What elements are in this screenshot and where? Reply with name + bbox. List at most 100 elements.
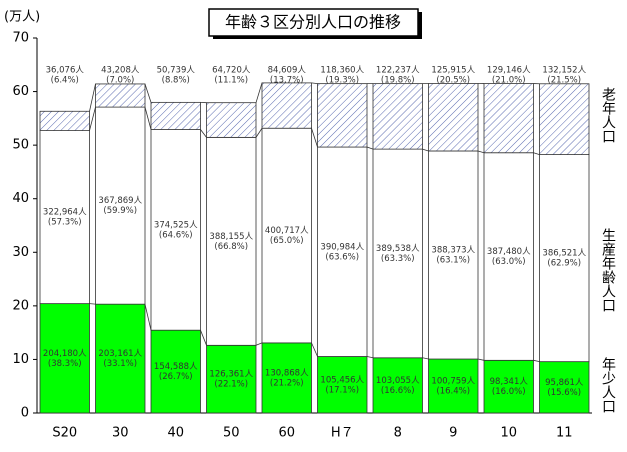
bar-segment	[483, 359, 534, 414]
value-label: 84,609人	[268, 66, 307, 76]
y-tick-label: 70	[12, 31, 29, 46]
connector	[200, 330, 207, 346]
connector	[311, 128, 318, 148]
y-axis-label: (万人)	[4, 10, 40, 25]
legend-label: 生産年齢人口	[600, 228, 616, 312]
value-label: 386,521人	[542, 249, 586, 259]
x-tick-label: 30	[112, 426, 129, 441]
share-label: (62.9%)	[547, 259, 581, 269]
y-tick-label: 10	[12, 352, 29, 367]
value-label: 322,964人	[43, 208, 87, 218]
share-label: (21.0%)	[492, 76, 526, 86]
connector	[477, 358, 485, 361]
value-label: 154,588人	[154, 362, 198, 372]
share-label: (19.8%)	[381, 76, 415, 86]
share-label: (8.8%)	[162, 76, 190, 86]
bar-segment	[150, 129, 201, 331]
bar-segment	[95, 303, 146, 414]
value-label: 389,538人	[376, 244, 420, 254]
chart-title: 年齢３区分別人口の推移	[225, 13, 401, 32]
bar-segment	[372, 83, 423, 150]
value-label: 374,525人	[154, 220, 198, 230]
value-label: 132,152人	[542, 66, 586, 76]
connector	[89, 83, 96, 112]
share-label: (16.4%)	[436, 387, 470, 397]
x-tick-label: 9	[449, 426, 457, 441]
share-label: (63.0%)	[492, 257, 526, 267]
share-label: (26.7%)	[159, 372, 193, 382]
legend-label: 年少人口	[600, 357, 616, 413]
x-tick-label: 40	[167, 426, 184, 441]
value-label: 98,341人	[490, 377, 529, 387]
bar-segment	[150, 101, 201, 130]
value-label: 388,155人	[209, 232, 253, 242]
share-label: (16.6%)	[381, 386, 415, 396]
share-label: (17.1%)	[325, 385, 359, 395]
bar-segment	[372, 357, 423, 414]
connector	[533, 152, 540, 155]
value-label: 118,360人	[320, 66, 364, 76]
value-label: 126,361人	[209, 370, 253, 380]
share-label: (11.1%)	[214, 76, 248, 86]
x-tick-label: S20	[52, 426, 77, 441]
bar-segment	[39, 110, 90, 132]
legend-label: 老年人口	[600, 87, 616, 143]
share-label: (63.6%)	[325, 252, 359, 262]
value-label: 204,180人	[43, 349, 87, 359]
value-label: 367,869人	[98, 196, 142, 206]
share-label: (20.5%)	[436, 76, 470, 86]
connector	[311, 342, 318, 357]
x-tick-label: 11	[556, 426, 573, 441]
bar-segment	[483, 83, 534, 154]
bar-segment	[95, 83, 146, 108]
y-tick-label: 40	[12, 191, 29, 206]
bar-segment	[95, 106, 146, 305]
share-label: (65.0%)	[270, 236, 304, 246]
connector	[255, 128, 263, 138]
bar-segment	[372, 148, 423, 359]
share-label: (21.5%)	[547, 76, 581, 86]
title-box	[208, 8, 419, 37]
value-label: 103,055人	[376, 376, 420, 386]
connector	[144, 83, 152, 103]
connector	[89, 303, 96, 305]
connector	[144, 106, 152, 130]
bar-segment	[428, 150, 479, 360]
value-label: 100,759人	[431, 377, 475, 387]
share-label: (66.8%)	[214, 242, 248, 252]
value-label: 203,161人	[98, 349, 142, 359]
connector	[477, 150, 485, 154]
connector	[255, 342, 263, 346]
share-label: (63.3%)	[381, 254, 415, 264]
bar-segment	[539, 83, 590, 155]
x-tick-label: 8	[394, 426, 402, 441]
connector	[255, 82, 263, 103]
y-tick-label: 50	[12, 138, 29, 153]
share-label: (59.9%)	[103, 206, 137, 216]
bar-segment	[206, 102, 257, 138]
share-label: (16.0%)	[492, 387, 526, 397]
share-label: (38.3%)	[48, 359, 82, 369]
value-label: 36,076人	[46, 66, 85, 76]
share-label: (19.3%)	[325, 76, 359, 86]
share-label: (22.1%)	[214, 380, 248, 390]
value-label: 122,237人	[376, 66, 420, 76]
share-label: (7.0%)	[106, 76, 134, 86]
value-label: 105,456人	[320, 375, 364, 385]
share-label: (63.1%)	[436, 255, 470, 265]
value-label: 129,146人	[487, 66, 531, 76]
share-label: (57.3%)	[48, 218, 82, 228]
bar-segment	[39, 130, 90, 305]
connector	[533, 359, 540, 363]
connector	[366, 356, 374, 359]
connector	[422, 148, 429, 152]
connector	[200, 129, 207, 138]
bar-segment	[261, 82, 312, 129]
bar-segment	[206, 136, 257, 346]
value-label: 50,739人	[157, 66, 196, 76]
bar-segment	[206, 344, 257, 414]
value-label: 130,868人	[265, 368, 309, 378]
value-label: 390,984人	[320, 242, 364, 252]
value-label: 125,915人	[431, 66, 475, 76]
